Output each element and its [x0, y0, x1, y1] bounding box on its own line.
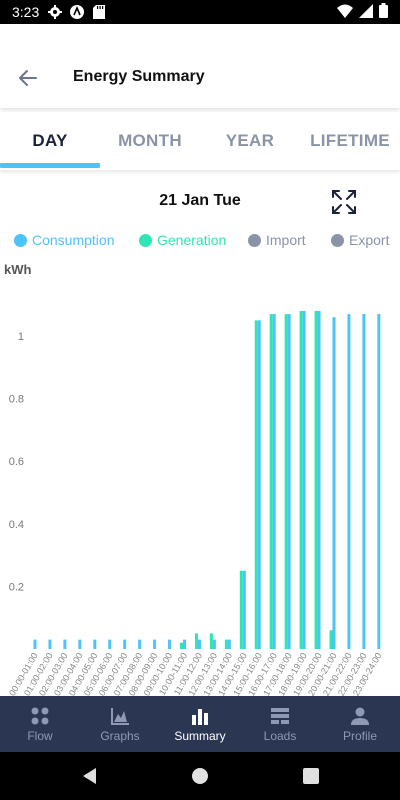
generation-bar[interactable]: [299, 310, 303, 649]
consumption-bar[interactable]: [183, 639, 186, 649]
tab-month[interactable]: MONTH: [100, 112, 200, 170]
nav-summary-label: Summary: [174, 729, 226, 743]
nav-flow[interactable]: Flow: [0, 696, 80, 752]
chart-legend: Consumption Generation Import Export: [0, 232, 400, 254]
legend-consumption[interactable]: Consumption: [14, 232, 115, 248]
app-notification-icon: [69, 4, 85, 20]
generation-bar[interactable]: [269, 314, 273, 649]
consumption-bar[interactable]: [33, 639, 37, 649]
tab-year[interactable]: YEAR: [200, 112, 300, 170]
consumption-bar[interactable]: [347, 314, 351, 649]
nav-profile-label: Profile: [342, 729, 377, 743]
generation-bar[interactable]: [224, 639, 228, 649]
system-home-icon[interactable]: [190, 766, 210, 786]
system-recents-icon[interactable]: [301, 766, 321, 786]
generation-bar[interactable]: [284, 314, 288, 649]
status-time: 3:23: [12, 4, 40, 20]
legend-generation[interactable]: Generation: [139, 232, 226, 248]
system-nav-bar: [0, 752, 400, 800]
legend-import-dot: [248, 233, 261, 247]
nav-loads-label: Loads: [263, 729, 297, 743]
consumption-bar[interactable]: [332, 317, 336, 649]
energy-bar-chart: 0.20.40.60.8100:00-01:0001:00-02:0002:00…: [7, 310, 384, 696]
fullscreen-expand-icon[interactable]: [330, 188, 358, 216]
generation-bar[interactable]: [239, 570, 243, 649]
generation-bar[interactable]: [254, 320, 258, 649]
status-bar: 3:23: [0, 0, 400, 24]
generation-bar[interactable]: [329, 630, 333, 649]
consumption-bar[interactable]: [302, 310, 306, 649]
y-tick-label: 1: [18, 331, 24, 343]
legend-import[interactable]: Import: [248, 232, 306, 248]
y-tick-label: 0.2: [9, 581, 24, 593]
period-tabs: DAY MONTH YEAR LIFETIME: [0, 112, 400, 170]
settings-gear-icon: [47, 4, 63, 20]
nav-profile[interactable]: Profile: [320, 696, 400, 752]
tab-year-label: YEAR: [225, 131, 275, 150]
consumption-bar[interactable]: [48, 639, 52, 649]
generation-bar[interactable]: [209, 633, 213, 649]
back-arrow-icon[interactable]: [16, 66, 40, 90]
cell-signal-icon: [359, 3, 373, 21]
profile-icon: [351, 707, 369, 725]
tab-day-label: DAY: [32, 131, 68, 150]
legend-export-dot: [331, 233, 344, 247]
consumption-bar[interactable]: [153, 639, 157, 649]
y-tick-label: 0.4: [9, 519, 24, 531]
bottom-nav: Flow Graphs Summary Loads Profile: [0, 696, 400, 752]
page-title: Energy Summary: [73, 68, 205, 85]
consumption-bar[interactable]: [93, 639, 97, 649]
consumption-bar[interactable]: [108, 639, 112, 649]
consumption-bar[interactable]: [272, 314, 276, 649]
nav-loads[interactable]: Loads: [240, 696, 320, 752]
app-bar: Energy Summary: [0, 24, 400, 108]
consumption-bar[interactable]: [257, 320, 261, 649]
tab-month-label: MONTH: [118, 131, 182, 150]
graphs-icon: [111, 708, 129, 725]
nav-flow-label: Flow: [27, 729, 53, 743]
generation-bar[interactable]: [314, 310, 318, 649]
y-tick-label: 0.6: [9, 456, 24, 468]
y-axis-unit: kWh: [4, 262, 32, 277]
consumption-bar[interactable]: [78, 639, 82, 649]
consumption-bar[interactable]: [227, 639, 231, 649]
legend-export[interactable]: Export: [331, 232, 389, 248]
consumption-bar[interactable]: [362, 314, 366, 649]
nav-graphs-label: Graphs: [100, 729, 140, 743]
consumption-bar[interactable]: [123, 639, 127, 649]
legend-export-label: Export: [349, 232, 390, 248]
consumption-bar[interactable]: [138, 639, 142, 649]
consumption-bar[interactable]: [317, 310, 321, 649]
loads-icon: [271, 708, 289, 724]
consumption-bar[interactable]: [287, 314, 291, 649]
nav-graphs[interactable]: Graphs: [80, 696, 160, 752]
consumption-bar[interactable]: [197, 639, 201, 649]
y-tick-label: 0.8: [9, 394, 24, 406]
consumption-bar[interactable]: [242, 570, 246, 649]
legend-consumption-dot: [14, 233, 27, 247]
flow-icon: [31, 707, 49, 725]
generation-bar[interactable]: [194, 633, 198, 649]
tab-lifetime-label: LIFETIME: [310, 131, 390, 150]
wifi-icon: [337, 4, 353, 21]
sd-card-icon: [91, 4, 107, 20]
nav-summary[interactable]: Summary: [160, 696, 240, 752]
legend-generation-dot: [139, 233, 152, 247]
tab-day[interactable]: DAY: [0, 112, 100, 170]
consumption-bar[interactable]: [212, 639, 216, 649]
legend-generation-label: Generation: [157, 232, 227, 248]
battery-icon: [379, 3, 388, 21]
tab-lifetime[interactable]: LIFETIME: [300, 112, 400, 170]
consumption-bar[interactable]: [63, 639, 67, 649]
summary-icon: [192, 709, 208, 725]
date-label[interactable]: 21 Jan Tue: [159, 192, 241, 209]
consumption-bar[interactable]: [168, 639, 172, 649]
legend-import-label: Import: [266, 232, 306, 248]
generation-bar[interactable]: [180, 642, 183, 649]
legend-consumption-label: Consumption: [32, 232, 115, 248]
consumption-bar[interactable]: [377, 314, 381, 649]
system-back-icon[interactable]: [80, 766, 100, 786]
